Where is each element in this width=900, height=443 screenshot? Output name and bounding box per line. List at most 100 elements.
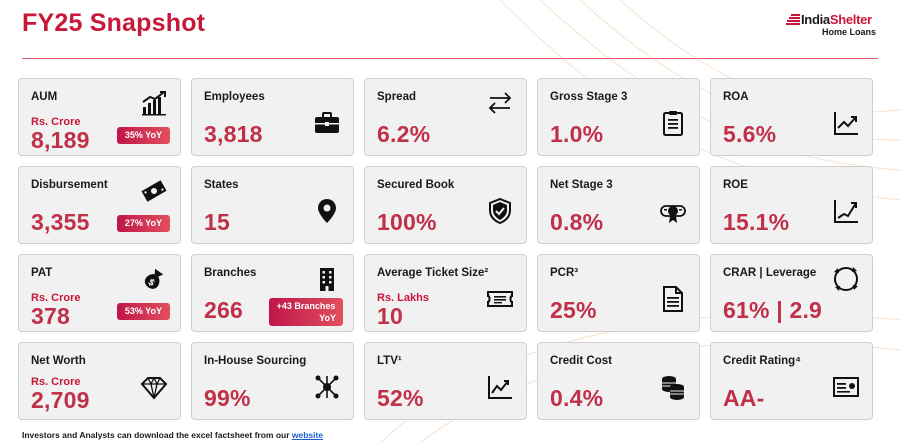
network-icon: [313, 373, 341, 401]
kpi-label: Net Worth: [31, 355, 86, 367]
kpi-card-crar-leverage: CRAR | Leverage 61% | 2.9: [710, 254, 873, 332]
diamond-icon: [140, 373, 168, 401]
yoy-badge: 27% YoY: [116, 215, 170, 232]
kpi-value: 0.8%: [550, 209, 604, 235]
kpi-label: In-House Sourcing: [204, 355, 307, 367]
kpi-card-secured-book: Secured Book 100%: [364, 166, 527, 244]
kpi-value: 6.2%: [377, 121, 431, 147]
cycle-arrows-icon: [832, 265, 860, 293]
kpi-unit: Rs. Lakhs: [377, 292, 429, 304]
kpi-value: 61% | 2.9: [723, 297, 823, 323]
kpi-card-employees: Employees 3,818: [191, 78, 354, 156]
growth-bar-chart-icon: [140, 89, 168, 117]
kpi-unit: Rs. Crore: [31, 376, 81, 388]
zigzag-chart-icon: [486, 373, 514, 401]
line-chart-icon: [832, 109, 860, 137]
building-icon: [313, 265, 341, 293]
kpi-label: States: [204, 179, 239, 191]
logo-mark-icon: [786, 14, 800, 25]
logo-subtitle: Home Loans: [822, 27, 877, 37]
certificate-icon: [659, 197, 687, 225]
company-logo: IndiaShelter Home Loans: [786, 12, 880, 40]
kpi-card-spread: Spread 6.2%: [364, 78, 527, 156]
badge-line: YoY: [319, 313, 336, 323]
kpi-value: 52%: [377, 385, 424, 411]
kpi-value: 378: [31, 303, 70, 329]
kpi-value: 15: [204, 209, 230, 235]
kpi-value: 266: [204, 297, 243, 323]
ticket-icon: [486, 285, 514, 313]
clipboard-icon: [659, 109, 687, 137]
briefcase-icon: [313, 109, 341, 137]
kpi-label: Disbursement: [31, 179, 108, 191]
kpi-card-credit-cost: Credit Cost 0.4%: [537, 342, 700, 420]
trend-up-chart-icon: [832, 197, 860, 225]
logo-name: IndiaShelter: [801, 12, 872, 27]
svg-text:$: $: [146, 277, 157, 289]
kpi-value: 1.0%: [550, 121, 604, 147]
kpi-value: 15.1%: [723, 209, 790, 235]
kpi-value: 3,818: [204, 121, 263, 147]
kpi-label: Gross Stage 3: [550, 91, 628, 103]
swap-arrows-icon: [486, 89, 514, 117]
document-icon: [659, 285, 687, 313]
kpi-card-in-house-sourcing: In-House Sourcing 99%: [191, 342, 354, 420]
kpi-card-pcr: PCR³ 25%: [537, 254, 700, 332]
logo-brand-a: India: [801, 12, 830, 27]
yoy-badge: 53% YoY: [116, 303, 170, 320]
footer-text: Investors and Analysts can download the …: [22, 430, 292, 440]
kpi-label: PAT: [31, 267, 53, 279]
id-card-icon: [832, 373, 860, 401]
kpi-card-credit-rating: Credit Rating⁴ AA-: [710, 342, 873, 420]
kpi-card-aum: AUM Rs. Crore 8,189 35% YoY: [18, 78, 181, 156]
kpi-card-roa: ROA 5.6%: [710, 78, 873, 156]
kpi-card-net-worth: Net Worth Rs. Crore 2,709: [18, 342, 181, 420]
cash-icon: [140, 177, 168, 205]
kpi-label: AUM: [31, 91, 58, 103]
kpi-value: 10: [377, 303, 403, 329]
kpi-value: 0.4%: [550, 385, 604, 411]
kpi-card-branches: Branches 266 +43 Branches YoY: [191, 254, 354, 332]
footer-note: Investors and Analysts can download the …: [22, 430, 323, 440]
kpi-card-disbursement: Disbursement 3,355 27% YoY: [18, 166, 181, 244]
kpi-label: Average Ticket Size²: [377, 267, 489, 279]
kpi-value: 2,709: [31, 387, 90, 413]
website-link[interactable]: website: [291, 430, 324, 440]
kpi-label: PCR³: [550, 267, 579, 279]
logo-brand-b: Shelter: [829, 12, 872, 27]
kpi-grid: AUM Rs. Crore 8,189 35% YoY Employees 3,…: [18, 78, 873, 420]
coins-icon: [659, 373, 687, 401]
kpi-value: 3,355: [31, 209, 90, 235]
kpi-value: 5.6%: [723, 121, 777, 147]
kpi-label: Net Stage 3: [550, 179, 613, 191]
kpi-value: 25%: [550, 297, 597, 323]
kpi-value: 100%: [377, 209, 437, 235]
money-bag-icon: $: [140, 265, 168, 293]
yoy-badge: +43 Branches YoY: [269, 298, 343, 326]
location-pin-icon: [313, 197, 341, 225]
page-title: FY25 Snapshot: [22, 9, 206, 37]
kpi-label: CRAR | Leverage: [723, 267, 817, 279]
kpi-label: Credit Cost: [550, 355, 612, 367]
kpi-card-net-stage-3: Net Stage 3 0.8%: [537, 166, 700, 244]
kpi-label: ROE: [723, 179, 748, 191]
yoy-badge: 35% YoY: [116, 127, 170, 144]
header-divider: [22, 58, 878, 59]
kpi-label: Spread: [377, 91, 416, 103]
kpi-label: Employees: [204, 91, 265, 103]
kpi-value: 8,189: [31, 127, 90, 153]
kpi-label: ROA: [723, 91, 749, 103]
kpi-card-ltv: LTV¹ 52%: [364, 342, 527, 420]
shield-check-icon: [486, 197, 514, 225]
kpi-card-roe: ROE 15.1%: [710, 166, 873, 244]
kpi-label: Branches: [204, 267, 257, 279]
kpi-card-states: States 15: [191, 166, 354, 244]
badge-line: +43 Branches: [276, 301, 336, 311]
kpi-unit: Rs. Crore: [31, 116, 81, 128]
kpi-card-gross-stage-3: Gross Stage 3 1.0%: [537, 78, 700, 156]
kpi-card-average-ticket-size: Average Ticket Size² Rs. Lakhs 10: [364, 254, 527, 332]
kpi-label: LTV¹: [377, 355, 402, 367]
kpi-value: AA-: [723, 385, 765, 411]
kpi-card-pat: PAT Rs. Crore 378 53% YoY $: [18, 254, 181, 332]
kpi-unit: Rs. Crore: [31, 292, 81, 304]
